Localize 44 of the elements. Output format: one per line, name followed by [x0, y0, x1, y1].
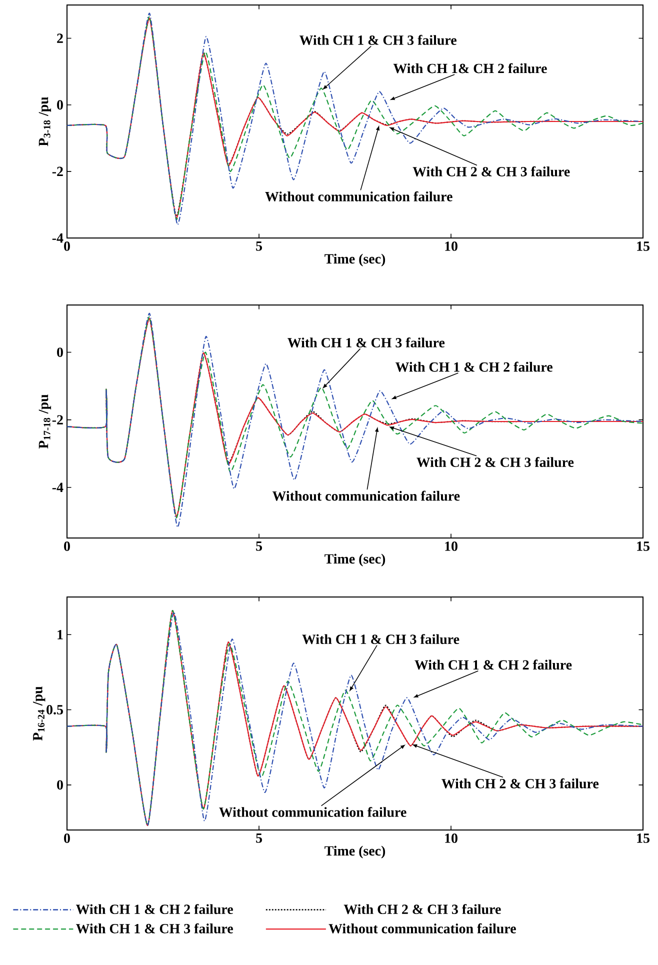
y-tick-label: 0.5 — [46, 705, 63, 714]
legend-label: With CH 2 & CH 3 failure — [344, 904, 501, 914]
annotation: With CH 1 & CH 3 failure — [299, 34, 456, 45]
y-tick-label: -4 — [52, 233, 64, 243]
y-tick-label: -4 — [52, 482, 64, 492]
annotation: With CH 1 & CH 2 failure — [395, 362, 552, 372]
y-tick-label: 0 — [57, 100, 63, 110]
annotation: With CH 1 & CH 2 failure — [414, 660, 572, 670]
annotation: With CH 2 & CH 3 failure — [442, 778, 599, 788]
x-tick-label: 0 — [64, 834, 70, 843]
legend-label: Without communication failure — [328, 923, 516, 934]
x-tick-label: 5 — [256, 542, 262, 551]
y-tick-label: -2 — [52, 166, 63, 176]
annotation: With CH 2 & CH 3 failure — [412, 166, 570, 176]
legend-label: With CH 1 & CH 2 failure — [76, 904, 233, 914]
x-tick-label: 5 — [256, 242, 262, 251]
annotation: Without communication failure — [219, 806, 406, 817]
x-tick-label: 0 — [64, 242, 70, 251]
y-tick-label: 2 — [57, 34, 63, 43]
x-axis-title: Time (sec) — [324, 846, 386, 858]
y-axis-title: P$_{3-18}$ /pu — [38, 96, 52, 146]
y-tick-label: 1 — [58, 630, 63, 640]
x-tick-label: 15 — [637, 542, 650, 551]
legend-label: With CH 1 & CH 3 failure — [76, 923, 233, 934]
y-axis-title: P$_{17-18}$ /pu — [38, 394, 52, 449]
x-tick-label: 10 — [445, 242, 458, 251]
annotation: With CH 1 & CH 3 failure — [288, 337, 445, 348]
x-axis-title: Time (sec) — [324, 554, 386, 566]
annotation: With CH 1& CH 2 failure — [393, 63, 547, 74]
annotation: With CH 2 & CH 3 failure — [416, 457, 574, 468]
annotation: Without communication failure — [272, 490, 460, 501]
x-tick-label: 15 — [637, 834, 650, 843]
x-tick-label: 0 — [64, 542, 70, 551]
x-tick-label: 5 — [256, 834, 262, 843]
y-axis-title: P$_{16-24}$ /pu — [33, 686, 46, 741]
x-axis-title: Time (sec) — [324, 254, 386, 266]
annotation: With CH 1 & CH 3 failure — [302, 634, 460, 644]
annotation: Without communication failure — [265, 191, 452, 202]
y-tick-label: 0 — [57, 348, 63, 357]
y-tick-label: 0 — [57, 780, 63, 790]
y-tick-label: -2 — [52, 415, 63, 424]
x-tick-label: 10 — [445, 542, 458, 551]
x-tick-label: 10 — [445, 834, 458, 843]
x-tick-label: 15 — [637, 242, 650, 251]
